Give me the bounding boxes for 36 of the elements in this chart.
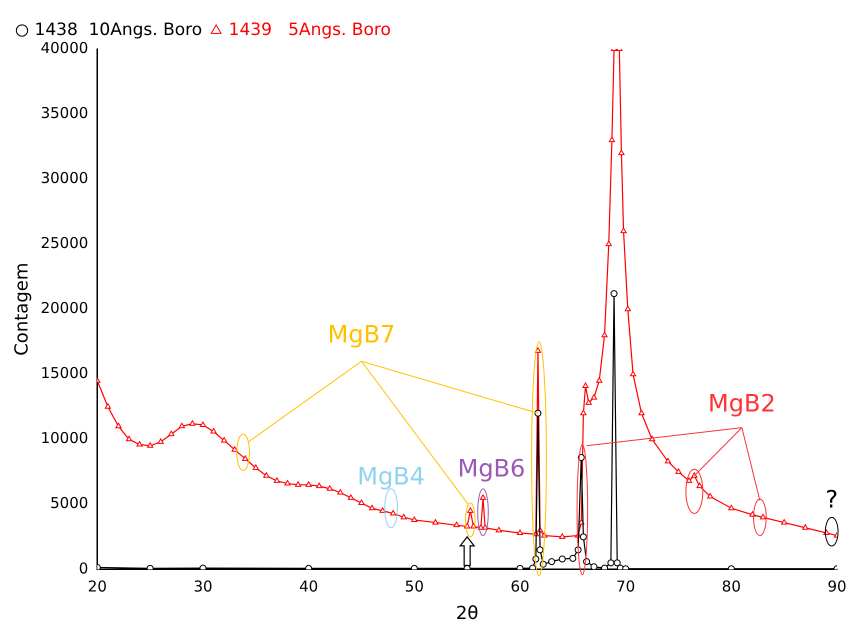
annotation: MgB6 bbox=[458, 454, 526, 482]
x-tick-label: 30 bbox=[193, 577, 213, 596]
point bbox=[536, 546, 544, 554]
point bbox=[548, 558, 556, 566]
annotation: MgB7 bbox=[328, 320, 396, 348]
point bbox=[534, 410, 542, 417]
y-tick-label: 25000 bbox=[40, 234, 88, 252]
point bbox=[614, 559, 621, 566]
point bbox=[607, 559, 614, 566]
y-tick-label: 35000 bbox=[40, 104, 88, 122]
y-axis-title: Contagem bbox=[11, 262, 32, 356]
annotation: MgB4 bbox=[357, 462, 425, 490]
x-tick-label: 20 bbox=[88, 577, 107, 596]
y-tick-label: 0 bbox=[78, 559, 88, 578]
point bbox=[558, 555, 566, 562]
point bbox=[590, 563, 598, 570]
y-tick-label: 5000 bbox=[50, 494, 88, 512]
y-tick-label: 10000 bbox=[40, 429, 88, 448]
x-tick-label: 40 bbox=[299, 577, 318, 596]
x-tick-label: 60 bbox=[510, 577, 530, 596]
legend-label: 1438 10Angs. Boro bbox=[34, 20, 202, 40]
legend-label: 1439 5Angs. Boro bbox=[228, 20, 391, 40]
point bbox=[610, 290, 618, 298]
x-axis-title: 2θ bbox=[456, 602, 478, 624]
point bbox=[569, 554, 576, 562]
annotation: ? bbox=[825, 486, 838, 514]
y-tick-label: 15000 bbox=[40, 364, 88, 382]
y-tick-label: 30000 bbox=[40, 168, 88, 187]
x-tick-label: 80 bbox=[722, 577, 741, 596]
x-tick-label: 70 bbox=[616, 577, 636, 596]
x-tick-label: 90 bbox=[827, 577, 847, 596]
y-tick-label: 40000 bbox=[40, 38, 88, 57]
point bbox=[580, 533, 587, 540]
x-tick-label: 50 bbox=[404, 577, 424, 596]
y-tick-label: 20000 bbox=[40, 299, 88, 318]
annotation: MgB2 bbox=[708, 389, 776, 418]
